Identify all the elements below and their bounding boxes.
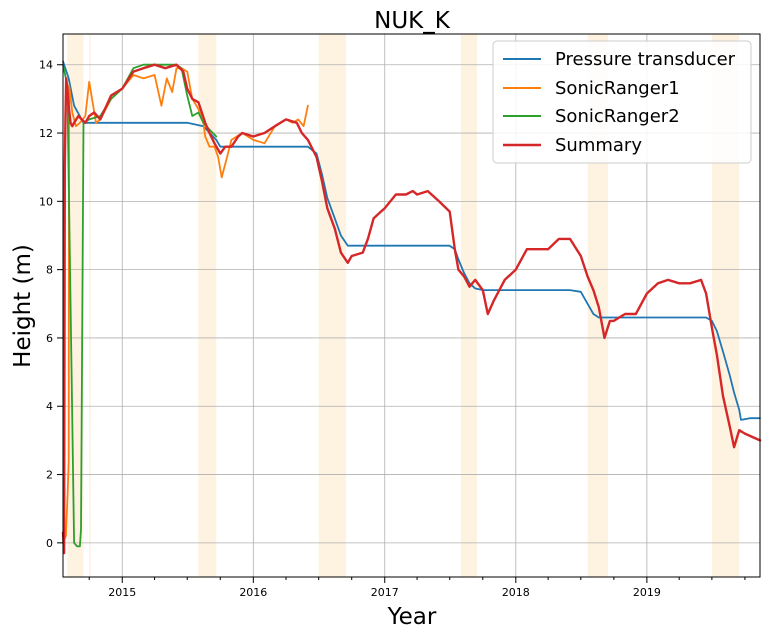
- x-tick-label-2015: 2015: [108, 586, 136, 599]
- shaded-period-2: [89, 34, 91, 577]
- shaded-period-1: [67, 34, 84, 577]
- y-tick-label-14: 14: [39, 59, 53, 72]
- y-axis-label: Height (m): [10, 244, 36, 368]
- legend-label-summary: Summary: [555, 135, 642, 156]
- x-axis-label: Year: [387, 604, 437, 630]
- y-tick-label-2: 2: [46, 469, 53, 482]
- shaded-periods: [67, 34, 740, 577]
- series-lines: [61, 60, 762, 555]
- chart-title: NUK_K: [374, 8, 451, 34]
- y-tick-label-8: 8: [46, 264, 53, 277]
- y-tick-label-0: 0: [46, 537, 53, 550]
- plot-frame: [62, 33, 761, 578]
- x-tick-label-2019: 2019: [633, 586, 661, 599]
- x-tick-label-2016: 2016: [239, 586, 267, 599]
- y-tick-label-4: 4: [46, 400, 53, 413]
- y-axis: 0 2 4 6 8 10 12 14: [39, 59, 63, 550]
- series-line-summary: [61, 63, 762, 555]
- y-tick-label-10: 10: [39, 195, 53, 208]
- shaded-period-5: [460, 34, 478, 577]
- shaded-period-4: [318, 34, 346, 577]
- legend-box: [492, 40, 752, 164]
- x-tick-label-2018: 2018: [502, 586, 530, 599]
- legend: Pressure transducer SonicRanger1 SonicRa…: [492, 40, 752, 164]
- series-line-sonicranger2: [62, 63, 218, 548]
- y-tick-label-12: 12: [39, 127, 53, 140]
- x-tick-label-2017: 2017: [371, 586, 399, 599]
- legend-label-pressure-transducer: Pressure transducer: [555, 49, 736, 70]
- legend-label-sonicranger1: SonicRanger1: [555, 78, 680, 99]
- y-tick-label-6: 6: [46, 332, 53, 345]
- x-axis: 2015 2016 2017 2018 2019: [88, 577, 746, 599]
- legend-label-sonicranger2: SonicRanger2: [555, 106, 680, 127]
- shaded-period-3: [198, 34, 217, 577]
